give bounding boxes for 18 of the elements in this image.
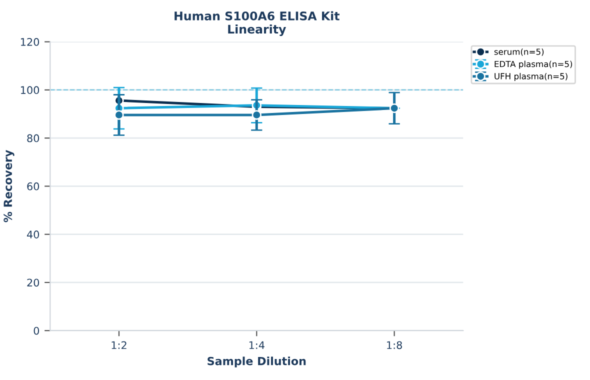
y-tick-label: 40: [26, 230, 40, 238]
x-tick-label: 1:8: [387, 341, 402, 350]
y-tick-label: 120: [20, 38, 40, 46]
x-tick-label: 1:4: [249, 341, 264, 349]
x-tick-label: 1:2: [112, 341, 126, 349]
y-axis-title: % Recovery: [4, 150, 14, 222]
x-axis-title: Sample Dilution: [208, 356, 306, 368]
y-tick-label: 20: [27, 278, 40, 287]
legend-label: serum(n=5): [494, 48, 544, 56]
point: [252, 110, 262, 120]
legend-label: EDTA plasma(n=5): [494, 60, 572, 69]
chart-title: Human S100A6 ELISA Kit Linearity: [174, 11, 340, 36]
legend-label: UFH plasma(n=5): [494, 72, 568, 81]
y-tick-label: 0: [34, 326, 40, 335]
y-tick-label: 60: [27, 182, 40, 190]
point: [114, 110, 124, 120]
y-tick-label: 80: [27, 134, 40, 142]
y-tick-label: 100: [20, 86, 40, 94]
